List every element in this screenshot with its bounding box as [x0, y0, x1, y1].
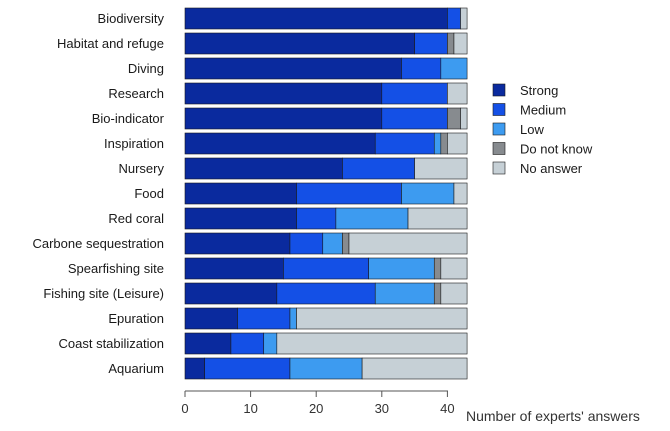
bar-segment-6-5 [447, 132, 468, 155]
bar-segment-6-2 [374, 132, 435, 155]
bar-segment-15-2 [204, 357, 291, 380]
bar-segment-7-1 [184, 157, 343, 180]
x-tick-label: 20 [309, 401, 323, 416]
category-label: Red coral [108, 211, 164, 226]
category-label: Diving [128, 61, 164, 76]
bar-segment-2-4 [447, 32, 455, 55]
bar-segment-8-2 [296, 182, 402, 205]
bar-segment-8-5 [453, 182, 468, 205]
bar-segment-2-2 [414, 32, 448, 55]
legend-label: Do not know [520, 142, 593, 157]
category-label: Epuration [108, 311, 164, 326]
category-label: Food [134, 186, 164, 201]
bar-segment-10-1 [184, 232, 291, 255]
bar-segment-8-3 [401, 182, 455, 205]
bar-segment-7-5 [414, 157, 468, 180]
category-label: Spearfishing site [68, 261, 164, 276]
bar-segment-11-2 [283, 257, 369, 280]
legend-swatch [492, 161, 506, 175]
bar-segment-12-3 [374, 282, 435, 305]
bar-segment-5-1 [184, 107, 383, 130]
bar-segment-12-1 [184, 282, 278, 305]
x-axis-ticks: 0 10 20 30 40 [181, 391, 455, 416]
bar-segment-2-1 [184, 32, 415, 55]
category-label: Inspiration [104, 136, 164, 151]
bars-layer [184, 7, 468, 380]
category-label: Coast stabilization [59, 336, 165, 351]
bar-segment-9-3 [335, 207, 409, 230]
bar-segment-10-5 [348, 232, 468, 255]
category-label: Habitat and refuge [57, 36, 164, 51]
bar-segment-1-5 [460, 7, 468, 30]
bar-segment-14-1 [184, 332, 232, 355]
bar-segment-4-2 [381, 82, 448, 105]
bar-segment-8-1 [184, 182, 297, 205]
category-label: Research [108, 86, 164, 101]
x-tick-label: 30 [375, 401, 389, 416]
bar-segment-13-5 [296, 307, 468, 330]
bar-segment-3-2 [401, 57, 442, 80]
bar-segment-11-5 [440, 257, 468, 280]
legend-label: Low [520, 122, 544, 137]
bar-segment-14-3 [263, 332, 278, 355]
bar-segment-9-1 [184, 207, 297, 230]
bar-segment-6-3 [433, 132, 442, 155]
bar-segment-6-4 [440, 132, 448, 155]
bar-segment-2-5 [453, 32, 468, 55]
legend: Strong Medium Low Do not know No answer [492, 83, 593, 176]
bar-segment-1-2 [447, 7, 461, 30]
x-tick-label: 10 [243, 401, 257, 416]
bar-segment-5-4 [447, 107, 461, 130]
category-labels: Biodiversity Habitat and refuge Diving Rese… [32, 11, 164, 376]
category-label: Aquarium [108, 361, 164, 376]
bar-segment-11-3 [368, 257, 435, 280]
x-tick-label: 0 [181, 401, 188, 416]
bar-segment-7-2 [342, 157, 415, 180]
bar-segment-10-3 [322, 232, 343, 255]
bar-segment-3-3 [440, 57, 468, 80]
legend-label: No answer [520, 161, 583, 176]
bar-segment-15-3 [289, 357, 363, 380]
bar-segment-15-1 [184, 357, 205, 380]
bar-segment-13-2 [237, 307, 291, 330]
bar-segment-15-5 [361, 357, 468, 380]
x-axis-label: Number of experts' answers [466, 408, 640, 424]
category-label: Fishing site (Leisure) [43, 286, 164, 301]
bar-segment-12-5 [440, 282, 468, 305]
bar-segment-14-2 [230, 332, 265, 355]
legend-swatch [492, 103, 506, 116]
bar-segment-9-5 [407, 207, 468, 230]
bar-segment-1-1 [184, 7, 448, 30]
bar-segment-12-2 [276, 282, 376, 305]
category-label: Carbone sequestration [32, 236, 164, 251]
bar-segment-14-5 [276, 332, 468, 355]
bar-segment-10-2 [289, 232, 324, 255]
category-label: Nursery [118, 161, 164, 176]
bar-segment-5-5 [460, 107, 468, 130]
category-label: Biodiversity [98, 11, 165, 26]
bar-segment-6-1 [184, 132, 376, 155]
bar-segment-4-1 [184, 82, 383, 105]
x-tick-label: 40 [440, 401, 454, 416]
bar-segment-11-1 [184, 257, 284, 280]
bar-segment-11-4 [433, 257, 442, 280]
bar-segment-12-4 [433, 282, 442, 305]
bar-segment-4-5 [447, 82, 468, 105]
legend-swatch [492, 122, 506, 136]
bar-segment-10-4 [342, 232, 350, 255]
legend-label: Strong [520, 83, 558, 98]
legend-swatch [492, 83, 506, 97]
bar-segment-3-1 [184, 57, 402, 80]
bar-segment-5-2 [381, 107, 448, 130]
bar-segment-9-2 [296, 207, 337, 230]
legend-swatch [492, 142, 506, 155]
bar-segment-13-3 [289, 307, 297, 330]
legend-label: Medium [520, 103, 566, 118]
category-label: Bio-indicator [92, 111, 165, 126]
bar-segment-13-1 [184, 307, 238, 330]
